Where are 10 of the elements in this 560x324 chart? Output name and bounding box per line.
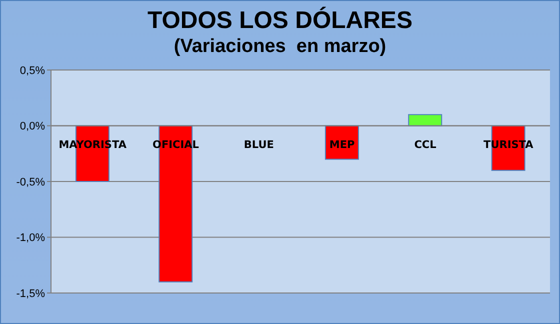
chart-title: TODOS LOS DÓLARES	[146, 7, 414, 35]
x-tick-label: MEP	[329, 138, 356, 151]
x-tick-label: BLUE	[244, 138, 274, 151]
y-tick-label: 0,5%	[20, 64, 46, 77]
x-tick-label: CCL	[414, 138, 437, 151]
y-tick-label: -0,5%	[16, 176, 46, 188]
chart-subtitle: (Variaciones en marzo)	[172, 35, 388, 59]
y-tick-label: -1,0%	[16, 232, 46, 244]
y-tick-label: -1,5%	[16, 288, 46, 300]
y-tick-label: 0,0%	[20, 120, 46, 133]
